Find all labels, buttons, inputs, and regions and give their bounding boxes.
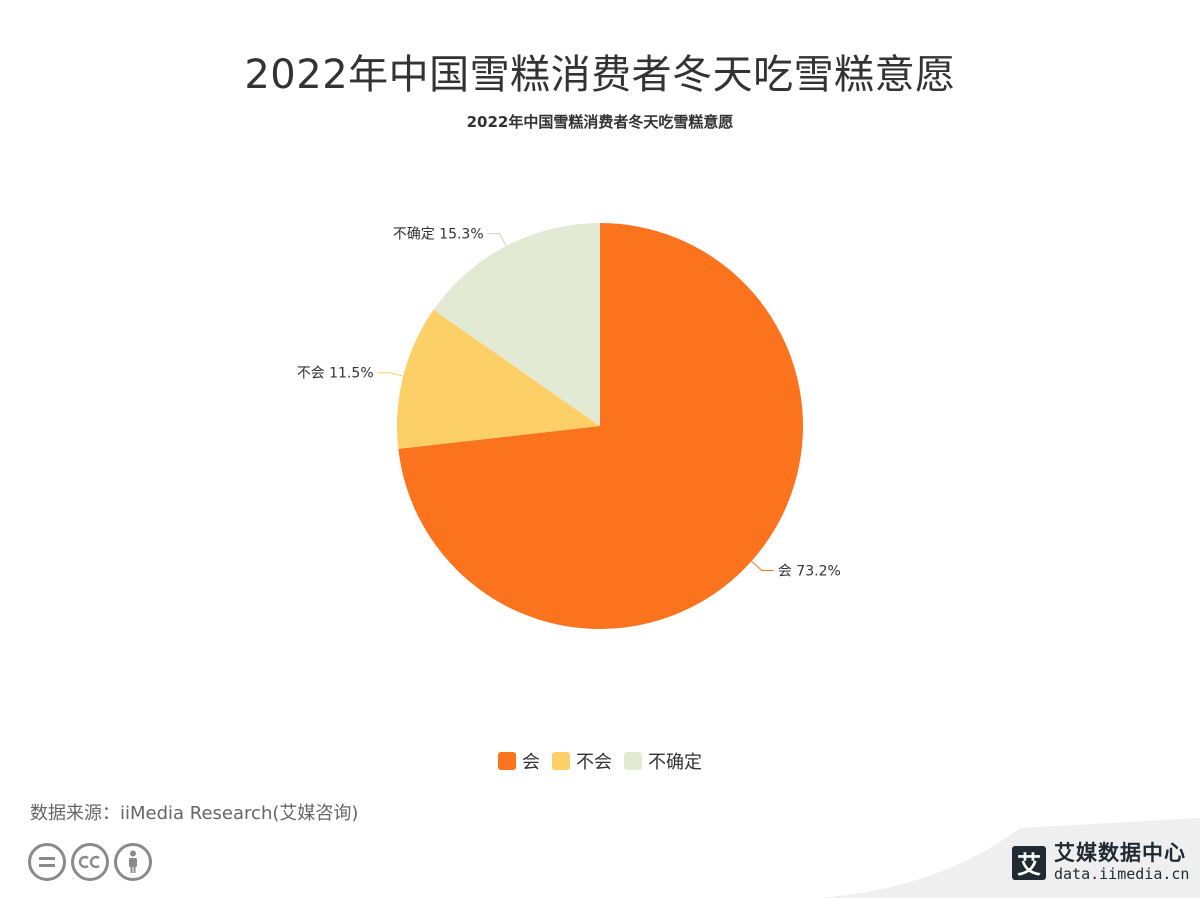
pie-slice-buqueding[interactable] bbox=[433, 223, 600, 426]
slice-label-buqueding: 不确定 15.3% bbox=[393, 227, 484, 243]
leader-line-hui bbox=[751, 560, 774, 572]
chart-title: 2022年中国雪糕消费者冬天吃雪糕意愿 bbox=[466, 113, 734, 131]
chart-legend: 会 不会 不确定 bbox=[0, 748, 1200, 774]
brand-logo-block: 艾 艾媒数据中心 data.iimedia.cn bbox=[1012, 843, 1189, 882]
leader-line-buqueding bbox=[487, 233, 507, 247]
pie-slice-buhui[interactable] bbox=[397, 309, 600, 449]
legend-swatch-hui bbox=[498, 752, 516, 770]
data-source: 数据来源：iiMedia Research(艾媒咨询) bbox=[30, 803, 359, 824]
cc-nd-icon bbox=[28, 843, 66, 881]
cc-by-icon bbox=[114, 843, 152, 881]
slice-label-buhui: 不会 11.5% bbox=[297, 366, 374, 382]
legend-label-buhui: 不会 bbox=[576, 752, 612, 773]
cc-icon bbox=[71, 843, 109, 881]
license-icons bbox=[28, 843, 152, 881]
legend-item-buqueding[interactable]: 不确定 bbox=[624, 748, 702, 774]
legend-swatch-buhui bbox=[552, 752, 570, 770]
page-title: 2022年中国雪糕消费者冬天吃雪糕意愿 bbox=[244, 52, 956, 98]
legend-label-hui: 会 bbox=[522, 752, 540, 773]
pie-slice-hui[interactable] bbox=[398, 223, 803, 629]
slice-label-hui: 会 73.2% bbox=[778, 564, 841, 580]
leader-line-buhui bbox=[377, 372, 404, 377]
legend-label-buqueding: 不确定 bbox=[648, 752, 702, 773]
brand-name: 艾媒数据中心 bbox=[1054, 841, 1186, 865]
legend-swatch-buqueding bbox=[624, 752, 642, 770]
legend-item-hui[interactable]: 会 bbox=[498, 748, 540, 774]
legend-item-buhui[interactable]: 不会 bbox=[552, 748, 612, 774]
brand-background bbox=[820, 818, 1200, 898]
brand-logo-icon: 艾 bbox=[1012, 845, 1046, 880]
brand-url: data.iimedia.cn bbox=[1054, 865, 1190, 883]
